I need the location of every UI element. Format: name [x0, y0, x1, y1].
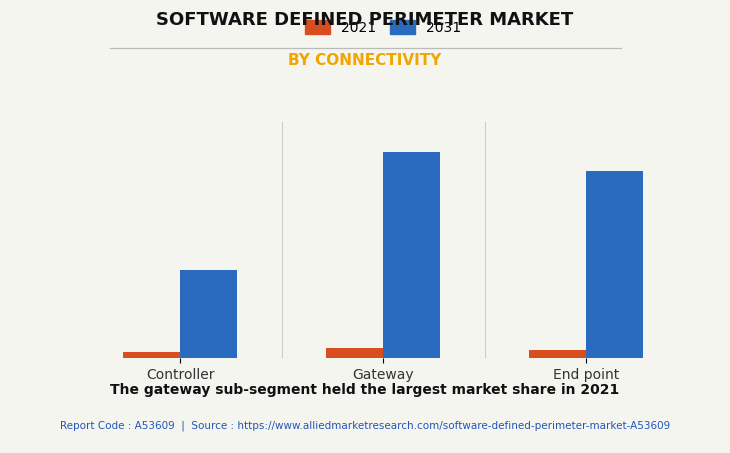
Bar	[123, 352, 180, 358]
Text: Report Code : A53609  |  Source : https://www.alliedmarketresearch.com/software-: Report Code : A53609 | Source : https://…	[60, 420, 670, 431]
Bar	[326, 348, 383, 358]
Text: SOFTWARE DEFINED PERIMETER MARKET: SOFTWARE DEFINED PERIMETER MARKET	[156, 11, 574, 29]
Bar	[383, 152, 440, 358]
Text: The gateway sub-segment held the largest market share in 2021: The gateway sub-segment held the largest…	[110, 383, 620, 397]
Legend: 2021, 2031: 2021, 2031	[301, 16, 466, 39]
Bar	[180, 270, 237, 358]
Bar	[529, 350, 586, 358]
Text: BY CONNECTIVITY: BY CONNECTIVITY	[288, 53, 442, 68]
Bar	[586, 171, 643, 358]
